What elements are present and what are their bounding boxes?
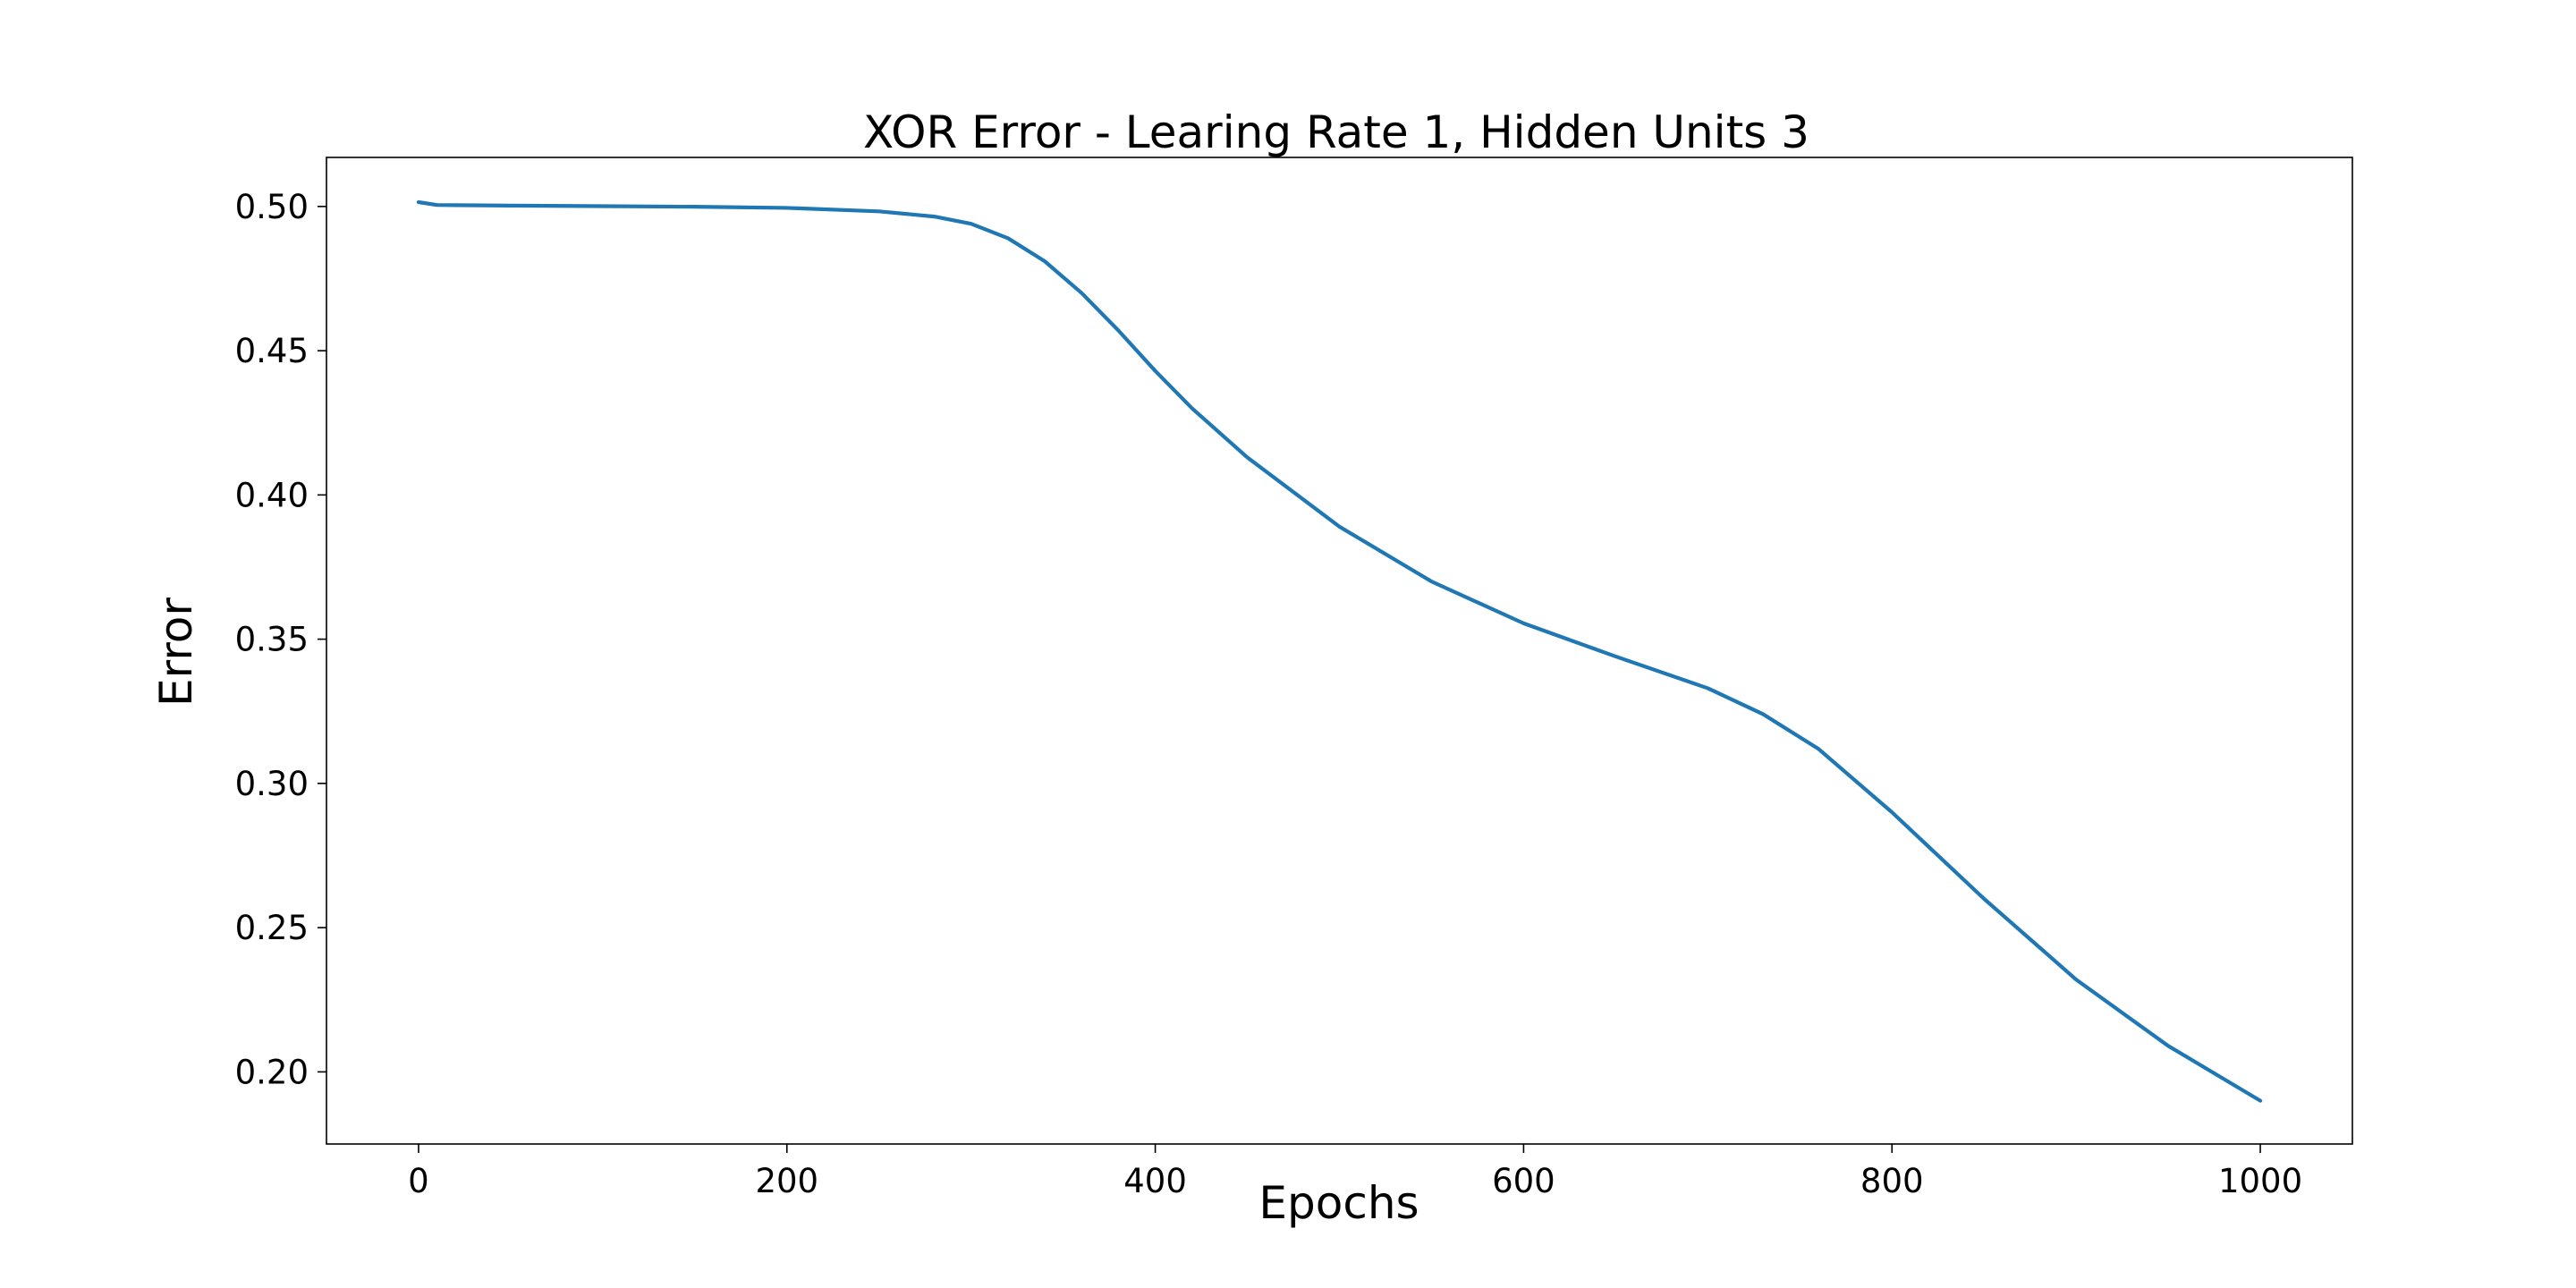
y-axis: 0.20 0.25 0.30 0.35 0.40 0.45 0.50 bbox=[235, 188, 326, 1091]
x-axis: 0 200 400 600 800 1000 bbox=[408, 1144, 2302, 1200]
x-tick-label: 800 bbox=[1860, 1162, 1924, 1200]
y-tick-label: 0.25 bbox=[235, 909, 309, 947]
y-axis-label: Error bbox=[150, 597, 202, 707]
y-tick-label: 0.40 bbox=[235, 476, 309, 514]
y-tick-label: 0.35 bbox=[235, 621, 309, 659]
y-tick-label: 0.20 bbox=[235, 1053, 309, 1091]
x-axis-label: Epochs bbox=[1258, 1177, 1419, 1229]
y-tick-label: 0.50 bbox=[235, 188, 309, 226]
y-tick-label: 0.30 bbox=[235, 765, 309, 803]
plot-area bbox=[416, 199, 2263, 1103]
plot-frame bbox=[326, 157, 2353, 1145]
x-tick-label: 600 bbox=[1492, 1162, 1555, 1200]
x-tick-label: 1000 bbox=[2218, 1162, 2302, 1200]
series-line-0 bbox=[416, 199, 2263, 1103]
x-tick-label: 200 bbox=[755, 1162, 818, 1200]
y-tick-label: 0.45 bbox=[235, 332, 309, 370]
chart-title: XOR Error - Learing Rate 1, Hidden Units… bbox=[863, 106, 1809, 158]
x-tick-label: 400 bbox=[1123, 1162, 1187, 1200]
x-tick-label: 0 bbox=[408, 1162, 429, 1200]
